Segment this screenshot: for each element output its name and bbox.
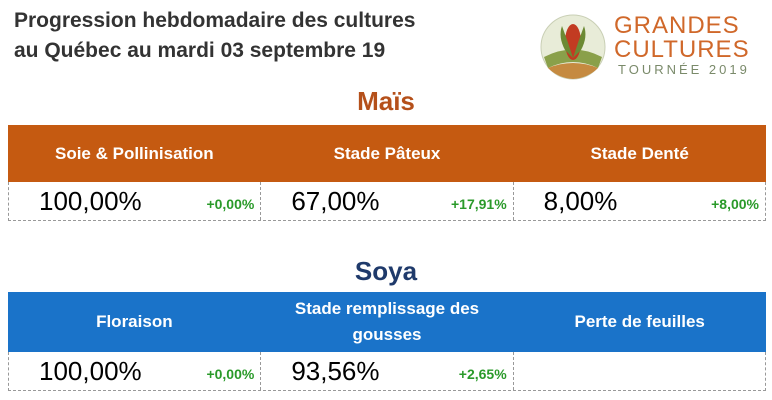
value-cell: 100,00% +0,00%: [9, 352, 262, 390]
header-bar: Floraison Stade remplissage des gousses Pe…: [8, 292, 766, 352]
value: 100,00%: [39, 356, 142, 386]
value-row: 100,00% +0,00% 93,56% +2,65%: [8, 352, 766, 391]
value-cell: 8,00% +8,00%: [514, 182, 765, 220]
section-title: Soya: [354, 256, 418, 286]
change: +17,91%: [450, 196, 507, 212]
value-cell: [514, 352, 765, 390]
title: Progression hebdomadaire des cultures au…: [14, 6, 415, 66]
title-line: Progression hebdomadaire des cultures: [14, 9, 416, 32]
title-line: au Québec au mardi 03 septembre 19: [14, 39, 386, 62]
value: 8,00%: [543, 186, 618, 216]
logo-text: CULTURES: [614, 36, 750, 63]
value-cell: 67,00% +17,91%: [261, 182, 514, 220]
section-title: Maïs: [357, 86, 415, 116]
change: +0,00%: [206, 366, 255, 382]
column-header: Stade remplissage des gousses: [294, 299, 480, 344]
column-header: Soie & Pollinisation: [54, 143, 214, 163]
column-header: Stade Pâteux: [333, 143, 441, 163]
value: 67,00%: [291, 186, 380, 216]
header-bar: Soie & Pollinisation Stade Pâteux Stade De…: [8, 125, 766, 182]
change: +2,65%: [458, 366, 507, 382]
value: 100,00%: [39, 186, 142, 216]
logo-icon: [540, 14, 606, 80]
value-row: 100,00% +0,00% 67,00% +17,91% 8,00% +8,00%: [8, 182, 766, 221]
logo-text: TOURNÉE 2019: [618, 62, 750, 77]
value: 93,56%: [291, 356, 380, 386]
logo: GRANDES CULTURES TOURNÉE 2019: [538, 12, 758, 82]
column-header: Perte de feuilles: [574, 312, 705, 331]
column-header: Stade Denté: [590, 143, 689, 163]
value-cell: 100,00% +0,00%: [9, 182, 262, 220]
change: +0,00%: [206, 196, 255, 212]
column-header: Floraison: [96, 312, 173, 331]
logo-text: GRANDES: [614, 12, 740, 39]
value-cell: 93,56% +2,65%: [261, 352, 514, 390]
change: +8,00%: [711, 196, 759, 212]
